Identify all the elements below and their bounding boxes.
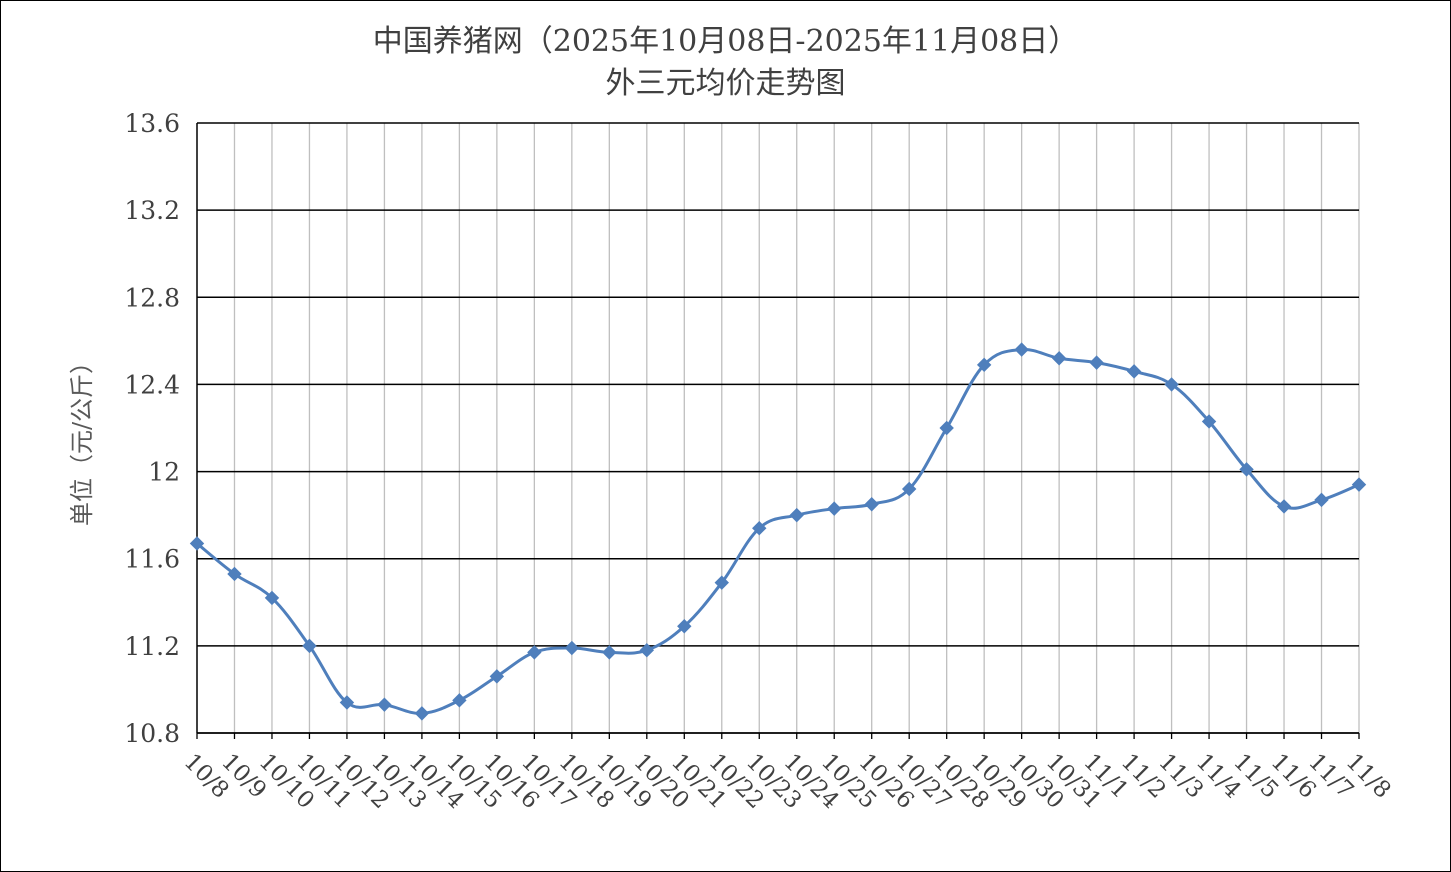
y-tick-label: 11.6: [124, 545, 180, 574]
data-point: [1164, 377, 1179, 392]
data-point: [789, 507, 804, 523]
data-point: [227, 566, 242, 582]
data-point: [1351, 477, 1367, 492]
data-point: [1239, 462, 1254, 477]
data-point: [452, 693, 467, 708]
y-tick-labels: 10.8 11.2 11.6 12 12.4 12.8 13.2 13.6: [124, 109, 180, 748]
y-axis-label: 单位（元/公斤）: [68, 350, 96, 526]
data-point: [1201, 414, 1217, 429]
data-point: [339, 695, 355, 710]
data-point: [901, 481, 917, 497]
vertical-gridlines: [233, 123, 1360, 733]
data-point: [489, 669, 505, 684]
data-point: [564, 640, 580, 656]
y-tick-label: 13.2: [124, 196, 180, 225]
data-point: [1051, 351, 1067, 366]
data-point: [302, 638, 317, 654]
series-markers: [189, 342, 1367, 721]
data-point: [1089, 355, 1104, 370]
y-tick-label: 12.8: [124, 283, 180, 312]
data-point: [939, 420, 954, 436]
data-point: [414, 706, 430, 721]
data-point: [189, 536, 205, 551]
chart-subtitle: 外三元均价走势图: [605, 66, 846, 101]
data-point: [1126, 364, 1142, 379]
data-point: [264, 590, 280, 606]
data-point: [1014, 342, 1029, 357]
data-point: [1276, 499, 1292, 514]
y-tick-label: 12: [148, 458, 180, 487]
data-point: [976, 357, 992, 373]
data-point: [864, 497, 879, 512]
data-point: [827, 501, 842, 516]
data-point: [1314, 492, 1329, 508]
horizontal-gridlines: [197, 122, 1359, 734]
x-tick-labels: 10/810/910/1010/1110/1210/1310/1410/1510…: [179, 749, 1396, 814]
chart-title: 中国养猪网（2025年10月08日-2025年11月08日）: [372, 24, 1079, 59]
y-tick-label: 13.6: [124, 109, 180, 138]
series-line: [196, 348, 1360, 715]
data-point: [639, 643, 655, 658]
axes: [196, 123, 1360, 739]
data-point: [677, 619, 692, 634]
data-point: [752, 521, 767, 536]
data-point: [527, 645, 542, 660]
y-tick-label: 10.8: [124, 719, 180, 748]
data-point: [602, 645, 617, 660]
y-tick-label: 12.4: [124, 370, 180, 399]
y-tick-label: 11.2: [124, 632, 180, 661]
data-point: [714, 575, 729, 590]
data-point: [377, 697, 392, 712]
